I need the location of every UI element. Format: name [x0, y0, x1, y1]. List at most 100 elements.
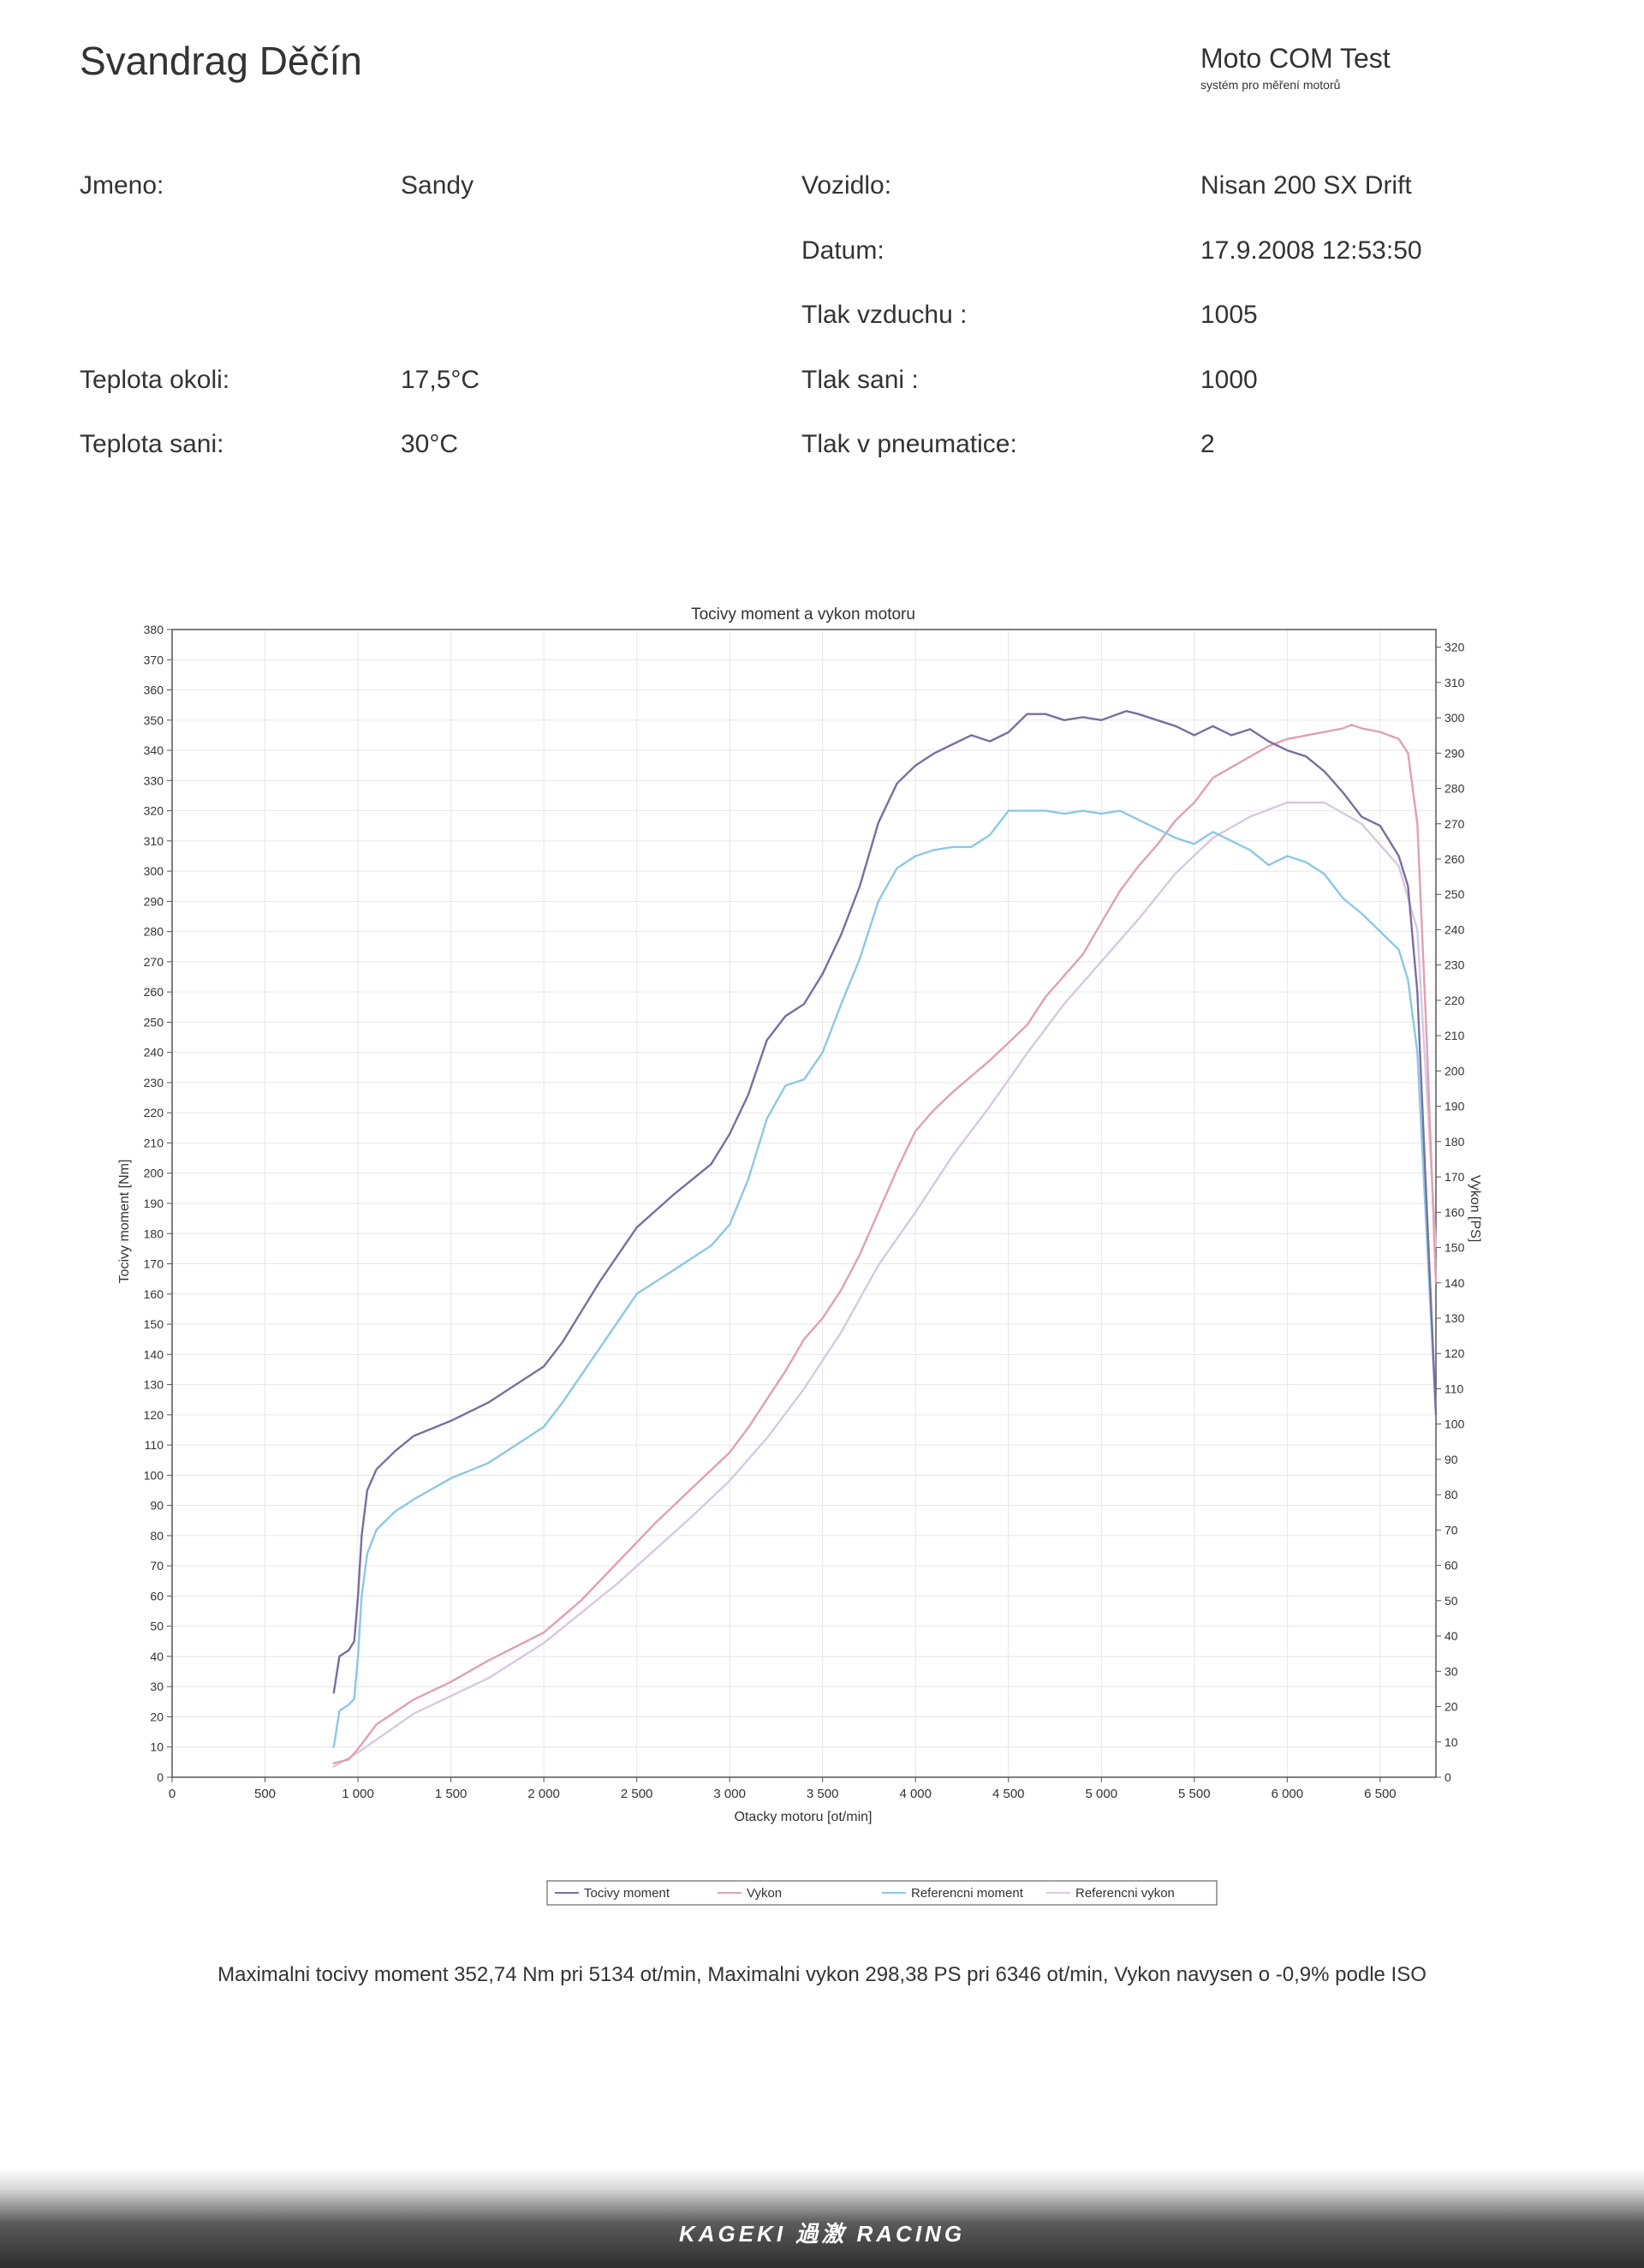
series-line-referencni-vykon — [332, 801, 1438, 1768]
y2-tick-label: 290 — [1444, 746, 1465, 760]
y2-tick-label: 210 — [1444, 1029, 1465, 1042]
chart-title: Tocivy moment a vykon motoru — [691, 606, 915, 624]
vozidlo-label: Vozidlo: — [801, 171, 892, 200]
y-tick-label: 280 — [144, 925, 164, 939]
teplota-sani-value: 30°C — [401, 430, 459, 458]
y2-tick-label: 100 — [1444, 1418, 1465, 1431]
tlak-pneu-label: Tlak v pneumatice: — [801, 430, 1017, 458]
y2-tick-label: 60 — [1444, 1559, 1458, 1573]
x-tick-label: 2 500 — [621, 1787, 653, 1801]
tlak-vzduchu-value: 1005 — [1200, 301, 1258, 329]
x-tick-label: 2 000 — [527, 1787, 560, 1801]
y-tick-label: 70 — [150, 1559, 164, 1573]
y-tick-label: 110 — [145, 1438, 164, 1452]
x-tick-label: 0 — [169, 1787, 176, 1801]
y-tick-label: 180 — [144, 1227, 164, 1240]
y-tick-label: 200 — [144, 1167, 164, 1180]
y2-tick-label: 320 — [1444, 641, 1465, 654]
x-tick-label: 3 000 — [713, 1787, 746, 1801]
y-tick-label: 190 — [144, 1197, 164, 1210]
y-tick-label: 380 — [144, 623, 164, 636]
y2-tick-label: 230 — [1444, 958, 1465, 972]
x-tick-label: 3 500 — [807, 1787, 839, 1801]
x-tick-label: 4 000 — [899, 1787, 932, 1801]
x-tick-label: 5 000 — [1086, 1787, 1118, 1801]
teplota-sani-label: Teplota sani: — [80, 430, 224, 458]
y-tick-label: 140 — [144, 1347, 164, 1361]
y-tick-label: 210 — [144, 1136, 164, 1149]
y-tick-label: 50 — [150, 1620, 164, 1633]
y-tick-label: 170 — [144, 1257, 164, 1271]
y2-tick-label: 180 — [1444, 1135, 1465, 1149]
y2-tick-label: 170 — [1444, 1170, 1465, 1184]
y2-tick-label: 50 — [1444, 1594, 1458, 1608]
y-tick-label: 150 — [144, 1317, 164, 1331]
y-tick-label: 350 — [144, 713, 164, 727]
x-tick-label: 6 500 — [1364, 1787, 1397, 1801]
y2-tick-label: 120 — [1444, 1346, 1465, 1360]
y2-tick-label: 220 — [1444, 994, 1465, 1007]
series-line-referencni-moment — [332, 809, 1438, 1748]
brand-subtitle: systém pro měření motorů — [1200, 78, 1341, 92]
y-tick-label: 90 — [150, 1499, 164, 1513]
y-tick-label: 330 — [144, 773, 164, 787]
y-tick-label: 40 — [150, 1650, 164, 1663]
y2-tick-label: 260 — [1444, 852, 1465, 866]
y2-tick-label: 80 — [1444, 1488, 1458, 1501]
brand-name: Moto COM Test — [1200, 43, 1391, 74]
vozidlo-value: Nisan 200 SX Drift — [1200, 171, 1412, 200]
y2-tick-label: 250 — [1444, 887, 1465, 901]
y-tick-label: 360 — [144, 683, 164, 697]
jmeno-value: Sandy — [401, 171, 474, 200]
y-tick-label: 320 — [144, 804, 164, 818]
report-title: Svandrag Děčín — [80, 39, 362, 83]
y2-tick-label: 310 — [1444, 676, 1465, 689]
y2-tick-label: 300 — [1444, 711, 1465, 725]
x-tick-label: 5 500 — [1178, 1787, 1211, 1801]
legend-label-power: Vykon — [747, 1886, 782, 1901]
y-tick-label: 250 — [144, 1015, 164, 1029]
y2-axis-label: Vykon [PS] — [1468, 1175, 1482, 1243]
jmeno-label: Jmeno: — [80, 171, 164, 200]
x-tick-label: 500 — [254, 1787, 276, 1801]
y2-tick-label: 10 — [1444, 1735, 1458, 1749]
y2-tick-label: 150 — [1444, 1241, 1465, 1255]
y-tick-label: 100 — [144, 1468, 164, 1482]
y-tick-label: 60 — [150, 1589, 164, 1603]
y-tick-label: 310 — [144, 834, 164, 848]
y-tick-label: 260 — [144, 985, 164, 999]
y2-tick-label: 140 — [1444, 1276, 1465, 1290]
tlak-sani-value: 1000 — [1200, 366, 1258, 394]
tlak-vzduchu-label: Tlak vzduchu : — [801, 301, 968, 329]
y-tick-label: 20 — [150, 1710, 164, 1723]
grid-lines — [171, 629, 1436, 1778]
y2-tick-label: 270 — [1444, 817, 1465, 831]
y-tick-label: 220 — [144, 1106, 164, 1119]
brand-block: Moto COM Test systém pro měření motorů — [1200, 43, 1391, 92]
teplota-okoli-label: Teplota okoli: — [80, 366, 230, 394]
y-tick-label: 0 — [157, 1770, 164, 1784]
legend-label-ref-torque: Referencni moment — [911, 1886, 1024, 1901]
y2-tick-label: 200 — [1444, 1064, 1465, 1077]
datum-label: Datum: — [801, 236, 885, 265]
y-tick-label: 120 — [144, 1408, 164, 1422]
y2-tick-label: 110 — [1444, 1382, 1464, 1395]
y-tick-label: 290 — [144, 894, 164, 908]
y2-tick-label: 0 — [1444, 1770, 1451, 1784]
y-tick-label: 30 — [150, 1680, 164, 1693]
y2-tick-label: 70 — [1444, 1523, 1458, 1537]
y-tick-label: 80 — [150, 1529, 164, 1543]
y-tick-label: 130 — [144, 1378, 164, 1392]
series-lines — [332, 710, 1438, 1768]
summary-line: Maximalni tocivy moment 352,74 Nm pri 51… — [217, 1963, 1427, 1986]
y2-tick-label: 30 — [1444, 1664, 1458, 1678]
y2-tick-label: 90 — [1444, 1453, 1458, 1466]
y2-tick-label: 40 — [1444, 1629, 1458, 1643]
y-tick-label: 240 — [144, 1046, 164, 1059]
axis-ticks: 0 500 1 000 1 500 2 000 2 500 3 000 3 500 4 000 4… — [144, 623, 1465, 1801]
footer-bar: KAGEKI 過激 RACING — [0, 2169, 1644, 2268]
series-line-tocivy-moment — [332, 710, 1438, 1694]
y2-tick-label: 240 — [1444, 922, 1465, 936]
y-axis-label: Tocivy moment [Nm] — [117, 1160, 132, 1284]
footer-logo: KAGEKI 過激 RACING — [678, 2221, 966, 2247]
